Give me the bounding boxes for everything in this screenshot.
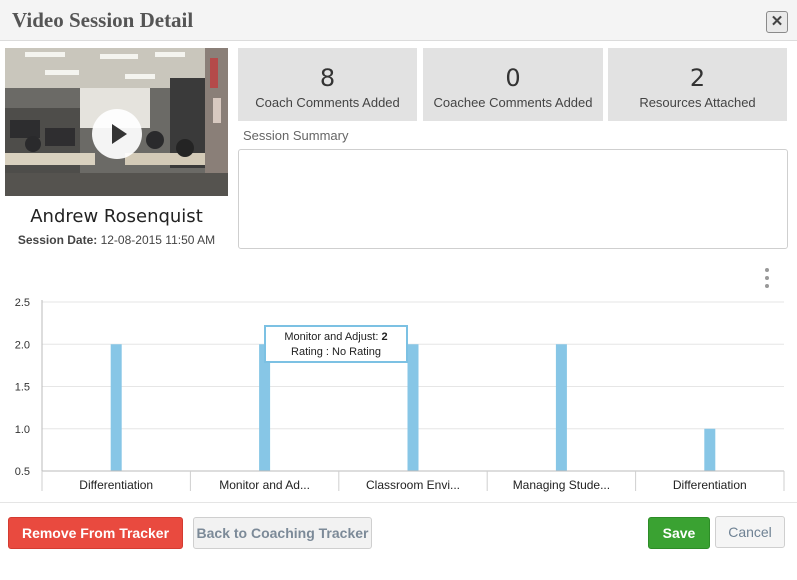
tooltip-rating-value: No Rating [332, 346, 381, 358]
bar-chart: 0.5 1.0 1.5 2.0 2.5 Differentiation Monitor a… [15, 297, 785, 492]
classroom-scene-image [5, 48, 228, 196]
y-tick-label: 0.5 [15, 466, 30, 478]
footer-divider [0, 502, 797, 503]
tooltip-label: Monitor and Adjust: [284, 331, 379, 343]
x-category-label: Monitor and Ad... [219, 478, 310, 492]
kebab-dot-icon [765, 284, 769, 288]
x-category-label: Differentiation [79, 478, 153, 492]
back-to-coaching-tracker-button[interactable]: Back to Coaching Tracker [193, 517, 372, 549]
session-summary-input[interactable] [238, 149, 788, 249]
tooltip-value: 2 [381, 331, 388, 343]
bar[interactable] [407, 344, 419, 471]
close-button[interactable]: ✕ [766, 11, 788, 33]
stat-coach-comments: 8 Coach Comments Added [238, 48, 417, 121]
stat-label: Coachee Comments Added [433, 95, 593, 110]
bar[interactable] [555, 344, 567, 471]
dialog-title: Video Session Detail [12, 8, 194, 32]
stat-label: Resources Attached [639, 95, 756, 110]
save-button[interactable]: Save [648, 517, 710, 549]
chart-menu-button[interactable] [758, 266, 776, 290]
y-tick-label: 2.5 [15, 297, 30, 309]
stat-resources-attached: 2 Resources Attached [608, 48, 787, 121]
session-date: Session Date: 12-08-2015 11:50 AM [5, 233, 228, 247]
x-category-label: Differentiation [673, 478, 747, 492]
cancel-button[interactable]: Cancel [715, 516, 785, 548]
dialog-titlebar: Video Session Detail ✕ [0, 0, 797, 41]
remove-from-tracker-button[interactable]: Remove From Tracker [8, 517, 183, 549]
chart-tooltip: Monitor and Adjust: 2 Rating : No Rating [264, 325, 408, 363]
session-date-label: Session Date: [17, 233, 98, 247]
session-date-value: 12-08-2015 11:50 AM [100, 233, 216, 247]
person-name: Andrew Rosenquist [30, 206, 203, 227]
x-category-label: Managing Stude... [513, 478, 610, 492]
x-category-label: Classroom Envi... [366, 478, 460, 492]
chart-x-axis: Differentiation Monitor and Ad... Classroo… [41, 470, 785, 492]
stat-label: Coach Comments Added [255, 95, 400, 110]
tooltip-rating-label: Rating : [291, 346, 329, 358]
bar[interactable] [259, 344, 271, 471]
close-icon: ✕ [770, 13, 784, 30]
stat-value: 2 [689, 64, 706, 92]
video-thumbnail[interactable] [5, 48, 228, 196]
y-tick-label: 1.0 [15, 424, 30, 436]
kebab-dot-icon [765, 268, 769, 272]
y-tick-label: 1.5 [15, 382, 30, 394]
play-button[interactable] [92, 109, 142, 159]
bar[interactable] [110, 344, 122, 471]
chart-bars [110, 344, 716, 471]
stat-value: 0 [505, 64, 521, 92]
kebab-dot-icon [765, 276, 769, 280]
session-summary-label: Session Summary [243, 128, 349, 143]
stat-coachee-comments: 0 Coachee Comments Added [423, 48, 603, 121]
chart-y-axis: 0.5 1.0 1.5 2.0 2.5 [15, 297, 43, 478]
stat-value: 8 [319, 64, 336, 92]
y-tick-label: 2.0 [15, 339, 30, 351]
bar[interactable] [704, 428, 716, 471]
